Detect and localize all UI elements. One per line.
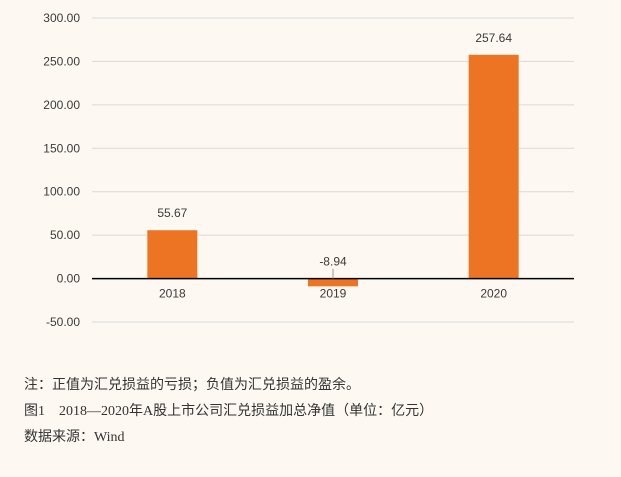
y-tick-label: 250.00 [43, 54, 80, 68]
data-source: 数据来源：Wind [24, 430, 125, 445]
y-tick-label: 50.00 [50, 228, 80, 242]
data-labels: 55.67 -8.94 257.64 [157, 31, 512, 279]
x-axis-category-labels: 2018 2019 2020 [159, 287, 507, 301]
y-tick-label: 100.00 [43, 185, 80, 199]
y-tick-label: -50.00 [46, 315, 80, 329]
data-label-2020: 257.64 [475, 31, 512, 45]
bar-2020 [468, 54, 519, 279]
chart-note: 注：正值为汇兑损益的亏损；负值为汇兑损益的盈余。 [24, 378, 360, 393]
bar-2018 [147, 230, 198, 279]
figure-title: 图1 2018—2020年A股上市公司汇兑损益加总净值（单位：亿元） [24, 404, 434, 419]
y-tick-label: 0.00 [57, 272, 81, 286]
x-tick-label: 2019 [320, 287, 347, 301]
y-axis-tick-labels: 300.00 250.00 200.00 150.00 100.00 50.00 0.00 -… [43, 11, 80, 329]
bars [92, 54, 574, 287]
y-tick-label: 150.00 [43, 141, 80, 155]
bar-chart: 300.00 250.00 200.00 150.00 100.00 50.00 0.00 -… [43, 11, 574, 329]
y-tick-label: 200.00 [43, 98, 80, 112]
x-tick-label: 2018 [159, 287, 186, 301]
bar-2019 [308, 278, 358, 287]
data-label-2018: 55.67 [157, 206, 187, 220]
x-tick-label: 2020 [480, 287, 507, 301]
caption-block: 注：正值为汇兑损益的亏损；负值为汇兑损益的盈余。 图1 2018—2020年A股… [24, 373, 614, 451]
y-tick-label: 300.00 [43, 11, 80, 25]
data-label-2019: -8.94 [319, 255, 347, 269]
